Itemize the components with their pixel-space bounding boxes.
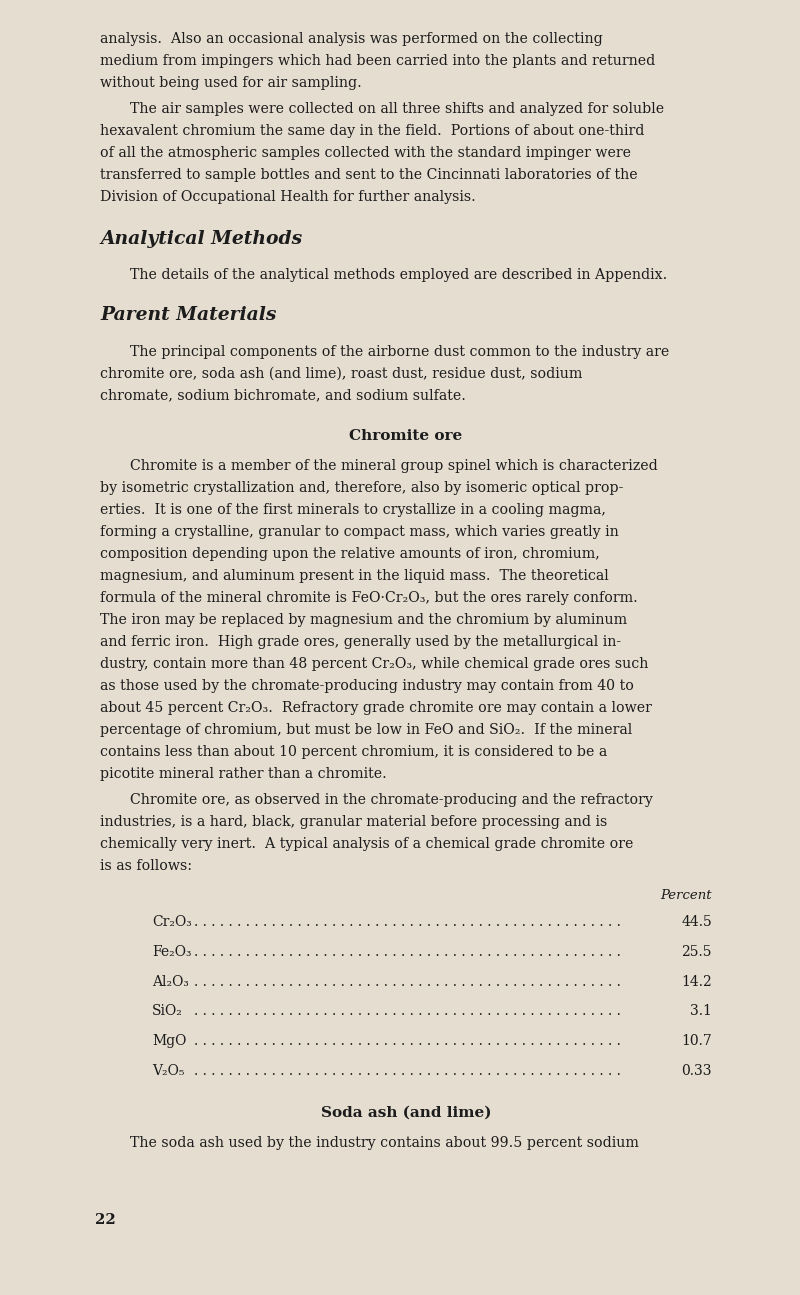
Text: The principal components of the airborne dust common to the industry are: The principal components of the airborne…	[130, 344, 670, 359]
Text: 14.2: 14.2	[682, 975, 712, 988]
Text: Cr₂O₃: Cr₂O₃	[152, 916, 192, 930]
Text: Fe₂O₃: Fe₂O₃	[152, 945, 191, 958]
Text: chromate, sodium bichromate, and sodium sulfate.: chromate, sodium bichromate, and sodium …	[100, 388, 466, 403]
Text: 10.7: 10.7	[682, 1033, 712, 1048]
Text: of all the atmospheric samples collected with the standard impinger were: of all the atmospheric samples collected…	[100, 146, 631, 159]
Text: The iron may be replaced by magnesium and the chromium by aluminum: The iron may be replaced by magnesium an…	[100, 613, 627, 627]
Text: MgO: MgO	[152, 1033, 186, 1048]
Text: forming a crystalline, granular to compact mass, which varies greatly in: forming a crystalline, granular to compa…	[100, 526, 618, 539]
Text: and ferric iron.  High grade ores, generally used by the metallurgical in-: and ferric iron. High grade ores, genera…	[100, 635, 621, 649]
Text: . . . . . . . . . . . . . . . . . . . . . . . . . . . . . . . . . . . . . . . . : . . . . . . . . . . . . . . . . . . . . …	[194, 1005, 626, 1018]
Text: analysis.  Also an occasional analysis was performed on the collecting: analysis. Also an occasional analysis wa…	[100, 32, 602, 47]
Text: . . . . . . . . . . . . . . . . . . . . . . . . . . . . . . . . . . . . . . . . : . . . . . . . . . . . . . . . . . . . . …	[194, 1033, 626, 1048]
Text: chemically very inert.  A typical analysis of a chemical grade chromite ore: chemically very inert. A typical analysi…	[100, 837, 634, 851]
Text: hexavalent chromium the same day in the field.  Portions of about one-third: hexavalent chromium the same day in the …	[100, 124, 644, 137]
Text: magnesium, and aluminum present in the liquid mass.  The theoretical: magnesium, and aluminum present in the l…	[100, 570, 609, 583]
Text: percentage of chromium, but must be low in FeO and SiO₂.  If the mineral: percentage of chromium, but must be low …	[100, 723, 632, 737]
Text: composition depending upon the relative amounts of iron, chromium,: composition depending upon the relative …	[100, 548, 600, 561]
Text: picotite mineral rather than a chromite.: picotite mineral rather than a chromite.	[100, 767, 386, 781]
Text: 22: 22	[95, 1213, 116, 1228]
Text: Chromite is a member of the mineral group spinel which is characterized: Chromite is a member of the mineral grou…	[130, 460, 658, 474]
Text: Division of Occupational Health for further analysis.: Division of Occupational Health for furt…	[100, 189, 476, 203]
Text: V₂O₅: V₂O₅	[152, 1063, 184, 1077]
Text: is as follows:: is as follows:	[100, 859, 192, 873]
Text: Chromite ore, as observed in the chromate-producing and the refractory: Chromite ore, as observed in the chromat…	[130, 793, 653, 807]
Text: The soda ash used by the industry contains about 99.5 percent sodium: The soda ash used by the industry contai…	[130, 1136, 639, 1150]
Text: Percent: Percent	[660, 888, 712, 901]
Text: SiO₂: SiO₂	[152, 1005, 183, 1018]
Text: 3.1: 3.1	[690, 1005, 712, 1018]
Text: about 45 percent Cr₂O₃.  Refractory grade chromite ore may contain a lower: about 45 percent Cr₂O₃. Refractory grade…	[100, 701, 652, 715]
Text: The air samples were collected on all three shifts and analyzed for soluble: The air samples were collected on all th…	[130, 102, 664, 115]
Text: chromite ore, soda ash (and lime), roast dust, residue dust, sodium: chromite ore, soda ash (and lime), roast…	[100, 366, 582, 381]
Text: . . . . . . . . . . . . . . . . . . . . . . . . . . . . . . . . . . . . . . . . : . . . . . . . . . . . . . . . . . . . . …	[194, 1063, 626, 1077]
Text: . . . . . . . . . . . . . . . . . . . . . . . . . . . . . . . . . . . . . . . . : . . . . . . . . . . . . . . . . . . . . …	[194, 945, 626, 958]
Text: 44.5: 44.5	[682, 916, 712, 930]
Text: . . . . . . . . . . . . . . . . . . . . . . . . . . . . . . . . . . . . . . . . : . . . . . . . . . . . . . . . . . . . . …	[194, 975, 626, 988]
Text: The details of the analytical methods employed are described in Appendix.: The details of the analytical methods em…	[130, 268, 667, 282]
Text: erties.  It is one of the first minerals to crystallize in a cooling magma,: erties. It is one of the first minerals …	[100, 504, 606, 517]
Text: formula of the mineral chromite is FeO·Cr₂O₃, but the ores rarely conform.: formula of the mineral chromite is FeO·C…	[100, 591, 638, 605]
Text: Analytical Methods: Analytical Methods	[100, 229, 302, 247]
Text: without being used for air sampling.: without being used for air sampling.	[100, 76, 362, 89]
Text: . . . . . . . . . . . . . . . . . . . . . . . . . . . . . . . . . . . . . . . . : . . . . . . . . . . . . . . . . . . . . …	[194, 916, 626, 930]
Text: as those used by the chromate-producing industry may contain from 40 to: as those used by the chromate-producing …	[100, 679, 634, 693]
Text: Parent Materials: Parent Materials	[100, 306, 276, 324]
Text: dustry, contain more than 48 percent Cr₂O₃, while chemical grade ores such: dustry, contain more than 48 percent Cr₂…	[100, 657, 648, 671]
Text: Chromite ore: Chromite ore	[350, 429, 462, 443]
Text: contains less than about 10 percent chromium, it is considered to be a: contains less than about 10 percent chro…	[100, 745, 607, 759]
Text: 25.5: 25.5	[682, 945, 712, 958]
Text: by isometric crystallization and, therefore, also by isomeric optical prop-: by isometric crystallization and, theref…	[100, 482, 623, 496]
Text: Soda ash (and lime): Soda ash (and lime)	[321, 1106, 491, 1119]
Text: transferred to sample bottles and sent to the Cincinnati laboratories of the: transferred to sample bottles and sent t…	[100, 168, 638, 181]
Text: medium from impingers which had been carried into the plants and returned: medium from impingers which had been car…	[100, 54, 655, 67]
Text: industries, is a hard, black, granular material before processing and is: industries, is a hard, black, granular m…	[100, 815, 607, 829]
Text: Al₂O₃: Al₂O₃	[152, 975, 189, 988]
Text: 0.33: 0.33	[682, 1063, 712, 1077]
